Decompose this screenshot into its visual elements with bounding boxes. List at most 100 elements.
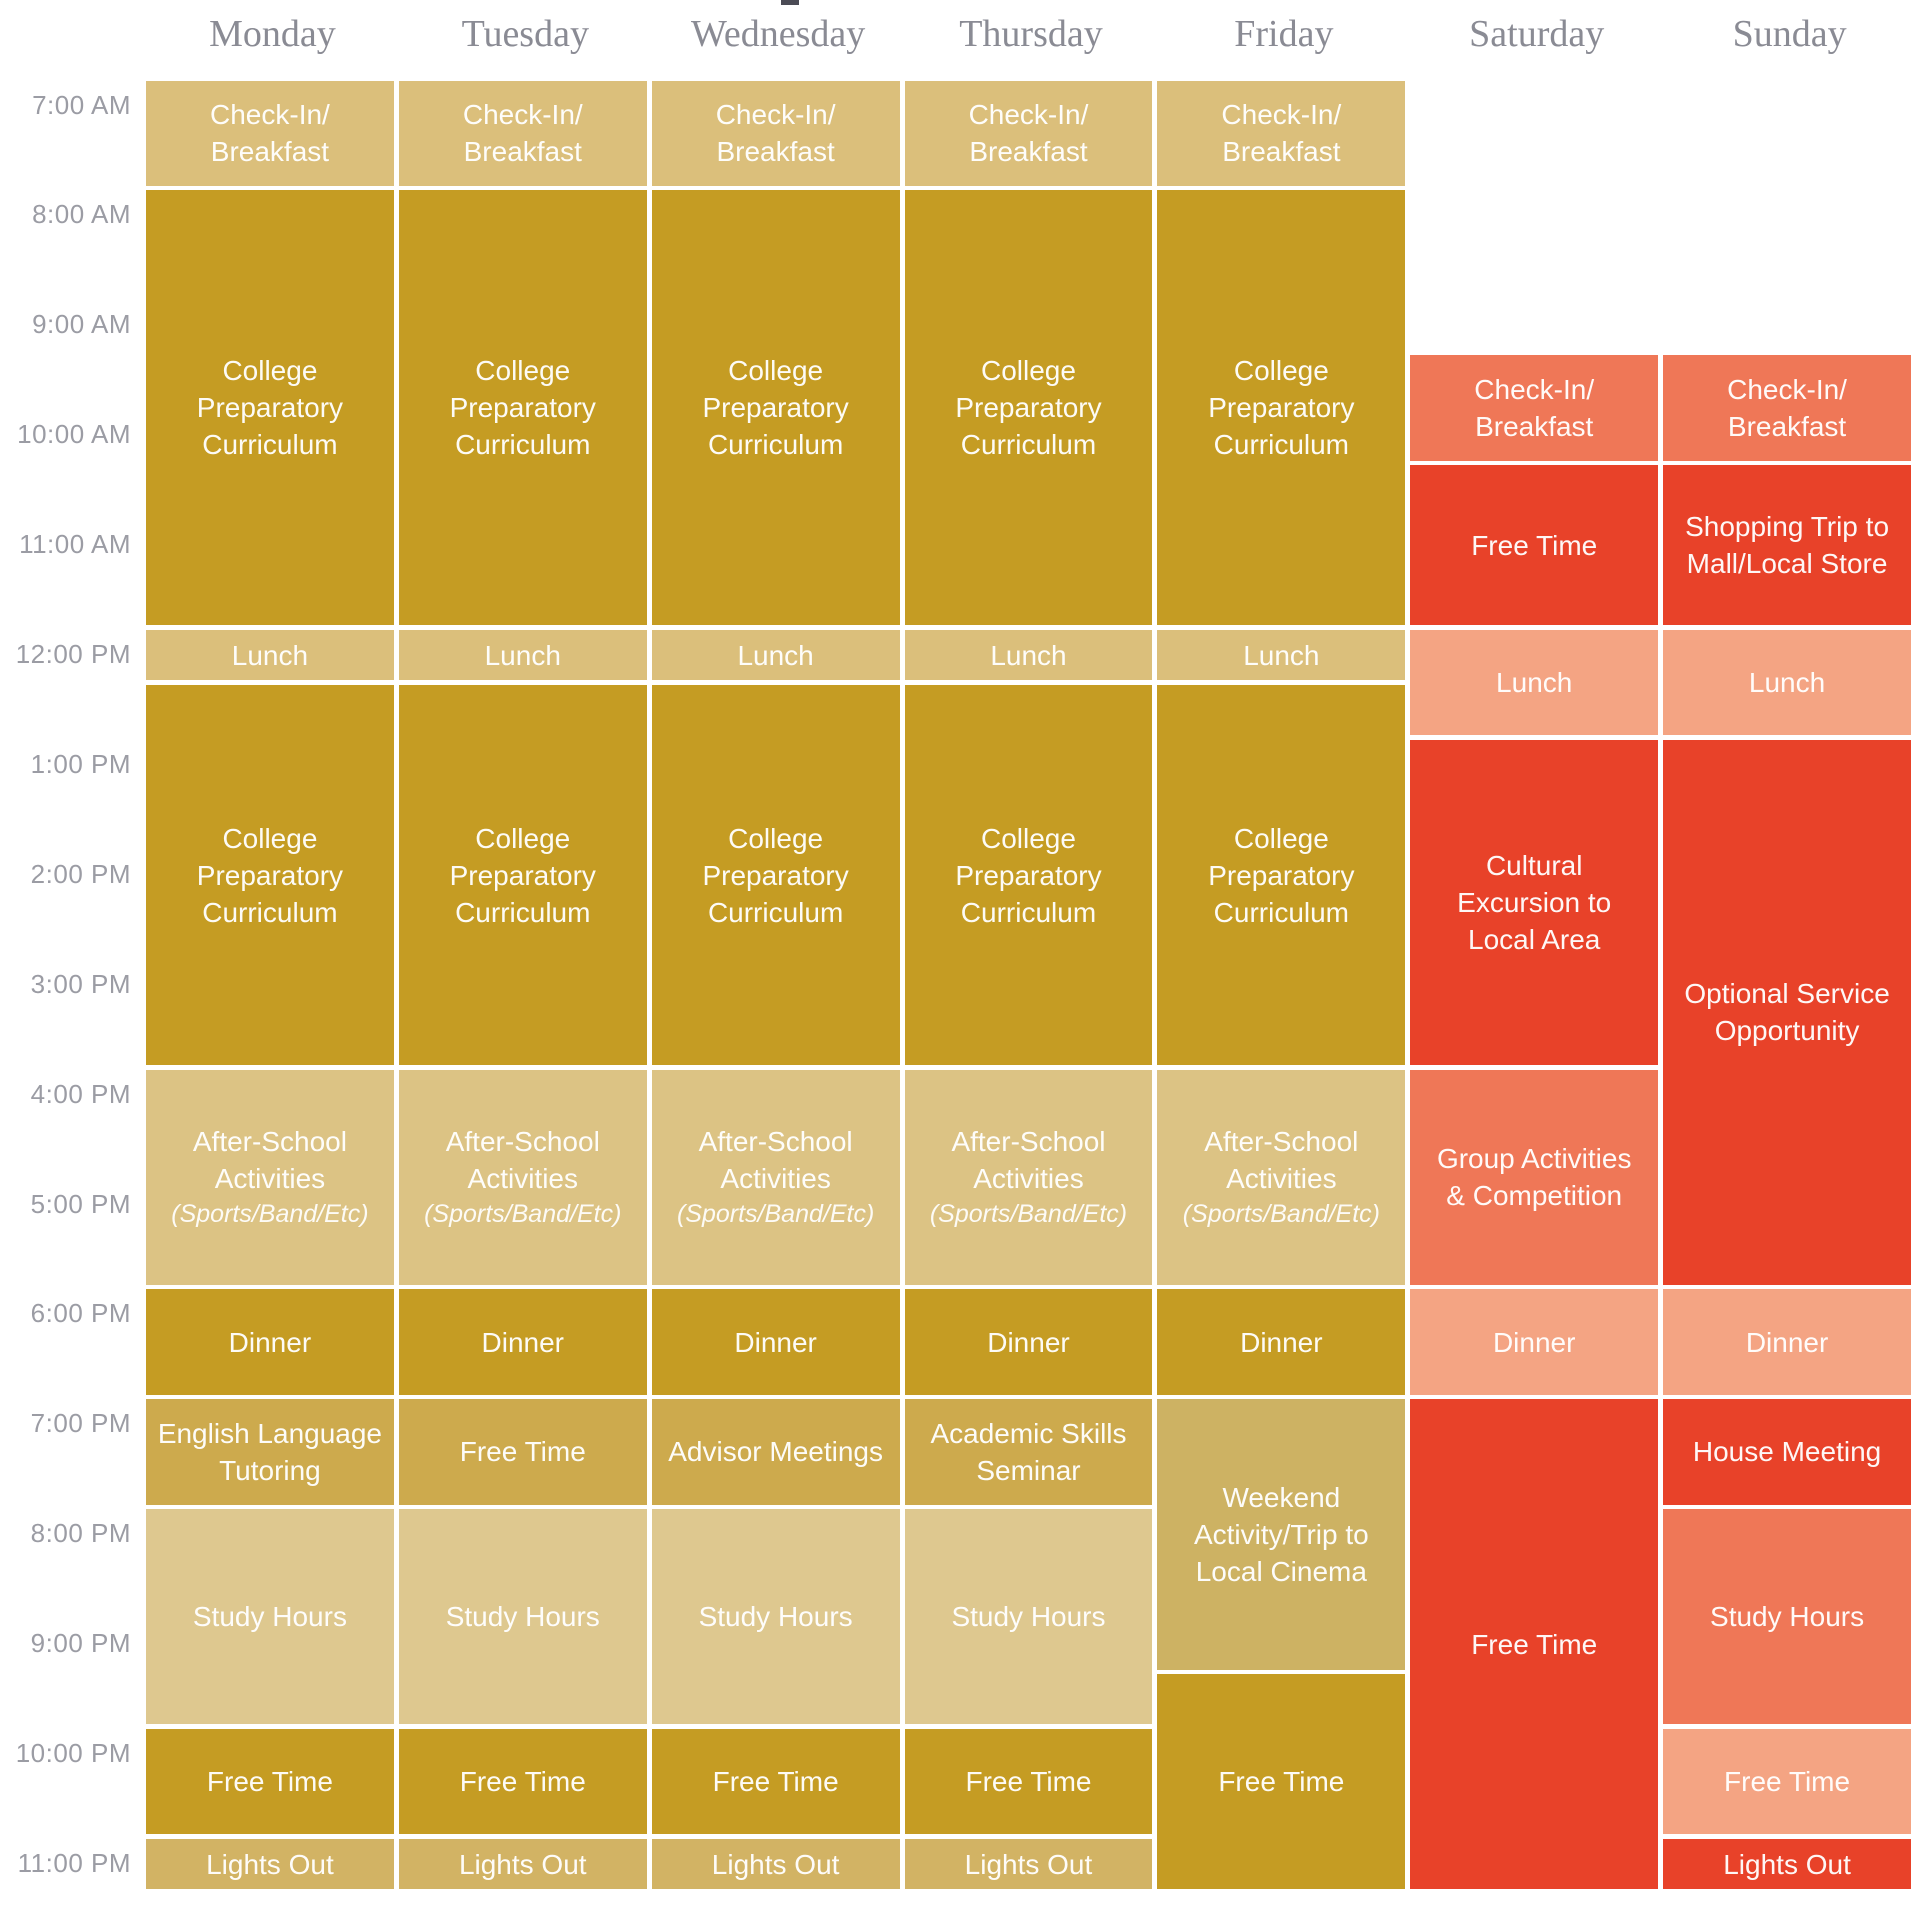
event-label-line: Activities: [1226, 1162, 1337, 1194]
event-label-line: House Meeting: [1692, 1436, 1882, 1468]
event-label-line: Activities: [467, 1162, 578, 1194]
event-wednesday-check-in-breakfast: Check-In/Breakfast: [651, 80, 900, 186]
event-label-line: Breakfast: [1222, 136, 1341, 168]
event-label-line: Lights Out: [964, 1848, 1093, 1880]
event-label-line: Preparatory: [196, 859, 344, 891]
time-label-1-00-pm: 1:00 PM: [30, 748, 131, 779]
time-label-10-00-pm: 10:00 PM: [15, 1738, 131, 1768]
event-label-line: Check-In/: [210, 99, 330, 131]
event-sunday-house-meeting: House Meeting: [1663, 1399, 1911, 1505]
event-thursday-lunch: Lunch: [904, 630, 1153, 681]
event-label-line: Lights Out: [711, 1848, 840, 1880]
event-label-line: College: [475, 355, 571, 387]
event-label-line: Curriculum: [707, 429, 844, 461]
event-tuesday-after-school-activities: After-School Activities (Sports/Band/Etc): [398, 1069, 647, 1285]
event-tuesday-college-preparatory-curriculum: College Preparatory Curriculum: [398, 684, 647, 1066]
event-label-line: Lunch: [990, 639, 1067, 671]
time-label-11-00-pm: 11:00 PM: [17, 1847, 131, 1878]
event-label-line: College: [1233, 822, 1329, 854]
event-label-line: Dinner: [1745, 1326, 1829, 1358]
event-subtitle: (Sports/Band/Etc): [171, 1199, 369, 1228]
event-wednesday-dinner: Dinner: [651, 1289, 900, 1395]
event-label-line: Activity/Trip to: [1193, 1518, 1369, 1550]
event-friday-lunch: Lunch: [1157, 630, 1406, 681]
event-label-line: Local Area: [1468, 923, 1601, 955]
day-header-saturday: Saturday: [1469, 13, 1605, 55]
event-wednesday-after-school-activities: After-School Activities (Sports/Band/Etc): [651, 1069, 900, 1285]
event-label-line: Study Hours: [1710, 1601, 1865, 1633]
event-label-line: College: [222, 822, 318, 854]
event-label-line: Curriculum: [960, 896, 1097, 928]
event-sunday-study-hours: Study Hours: [1663, 1509, 1911, 1725]
event-label-line: Shopping Trip to: [1685, 511, 1890, 543]
event-sunday-optional-service-opportunity: Optional Service Opportunity: [1663, 739, 1911, 1285]
time-label-5-00-pm: 5:00 PM: [30, 1188, 131, 1219]
event-label-line: Excursion to: [1457, 886, 1612, 918]
event-label-line: Preparatory: [449, 859, 596, 891]
event-label-line: Lunch: [231, 639, 309, 671]
event-friday-college-preparatory-curriculum: College Preparatory Curriculum: [1157, 684, 1406, 1066]
event-subtitle: (Sports/Band/Etc): [929, 1199, 1128, 1228]
event-monday-free-time: Free Time: [146, 1729, 394, 1835]
event-label-line: Lunch: [1243, 639, 1320, 671]
event-tuesday-free-time: Free Time: [398, 1399, 647, 1505]
event-sunday-shopping-trip-to-mall-local-store: Shopping Trip to Mall/Local Store: [1663, 465, 1911, 626]
day-header-thursday: Thursday: [959, 13, 1103, 55]
event-label-line: Lunch: [737, 639, 814, 671]
event-label-line: Weekend: [1222, 1481, 1341, 1513]
event-monday-college-preparatory-curriculum: College Preparatory Curriculum: [146, 190, 394, 626]
event-friday-after-school-activities: After-School Activities (Sports/Band/Etc): [1157, 1069, 1406, 1285]
event-label-line: College: [222, 355, 318, 387]
crop-artifact: [781, 0, 799, 5]
event-label-line: Check-In/: [1474, 373, 1595, 405]
event-wednesday-advisor-meetings: Advisor Meetings: [651, 1399, 900, 1505]
time-label-4-00-pm: 4:00 PM: [30, 1078, 131, 1109]
event-tuesday-dinner: Dinner: [398, 1289, 647, 1395]
event-saturday-cultural-excursion-to-local-area: Cultural Excursion to Local Area: [1410, 739, 1659, 1066]
event-label-line: Lights Out: [1723, 1848, 1851, 1880]
event-thursday-after-school-activities: After-School Activities (Sports/Band/Etc): [904, 1069, 1153, 1285]
event-wednesday-lights-out: Lights Out: [651, 1838, 900, 1890]
event-label-line: Preparatory: [955, 392, 1102, 424]
event-label-line: College: [981, 822, 1076, 854]
event-label-line: Check-In/: [968, 99, 1089, 131]
event-label-line: Free Time: [459, 1436, 586, 1468]
event-label-line: English Language: [157, 1417, 383, 1449]
event-label-line: Dinner: [1492, 1326, 1576, 1358]
event-label-line: College: [728, 822, 824, 854]
event-label-line: Breakfast: [1475, 410, 1594, 442]
event-thursday-lights-out: Lights Out: [904, 1838, 1153, 1890]
event-saturday-free-time: Free Time: [1410, 465, 1659, 626]
event-label-line: Opportunity: [1714, 1015, 1860, 1047]
event-label-line: Lunch: [484, 639, 561, 671]
event-monday-after-school-activities: After-School Activities (Sports/Band/Etc): [146, 1069, 394, 1285]
event-label-line: Lunch: [1496, 667, 1573, 699]
event-sunday-check-in-breakfast: Check-In/Breakfast: [1663, 355, 1911, 461]
event-label-line: Activities: [720, 1162, 831, 1194]
event-saturday-check-in-breakfast: Check-In/Breakfast: [1410, 355, 1659, 461]
event-thursday-check-in-breakfast: Check-In/Breakfast: [904, 80, 1153, 186]
event-label-line: After-School: [1204, 1125, 1359, 1157]
event-label-line: Curriculum: [1213, 896, 1350, 928]
event-wednesday-study-hours: Study Hours: [651, 1509, 900, 1725]
event-label-line: Optional Service: [1684, 978, 1890, 1010]
event-label-line: Free Time: [459, 1766, 586, 1798]
event-label-line: Free Time: [1724, 1766, 1851, 1798]
event-friday-college-preparatory-curriculum: College Preparatory Curriculum: [1157, 190, 1406, 626]
event-label-line: Check-In/: [715, 99, 836, 131]
time-label-7-00-pm: 7:00 PM: [30, 1408, 131, 1439]
event-label-line: Lunch: [1748, 667, 1826, 699]
day-header-friday: Friday: [1234, 13, 1334, 55]
event-tuesday-check-in-breakfast: Check-In/Breakfast: [398, 80, 647, 186]
event-label-line: Curriculum: [202, 896, 338, 928]
event-thursday-college-preparatory-curriculum: College Preparatory Curriculum: [904, 684, 1153, 1066]
time-label-12-00-pm: 12:00 PM: [15, 639, 131, 669]
event-label-line: After-School: [192, 1125, 347, 1157]
day-header-monday: Monday: [209, 13, 336, 55]
event-label-line: After-School: [445, 1125, 600, 1157]
event-thursday-academic-skills-seminar: Academic Skills Seminar: [904, 1399, 1153, 1505]
event-subtitle: (Sports/Band/Etc): [424, 1199, 622, 1228]
event-label-line: Study Hours: [698, 1601, 853, 1633]
event-label-line: After-School: [698, 1125, 853, 1157]
